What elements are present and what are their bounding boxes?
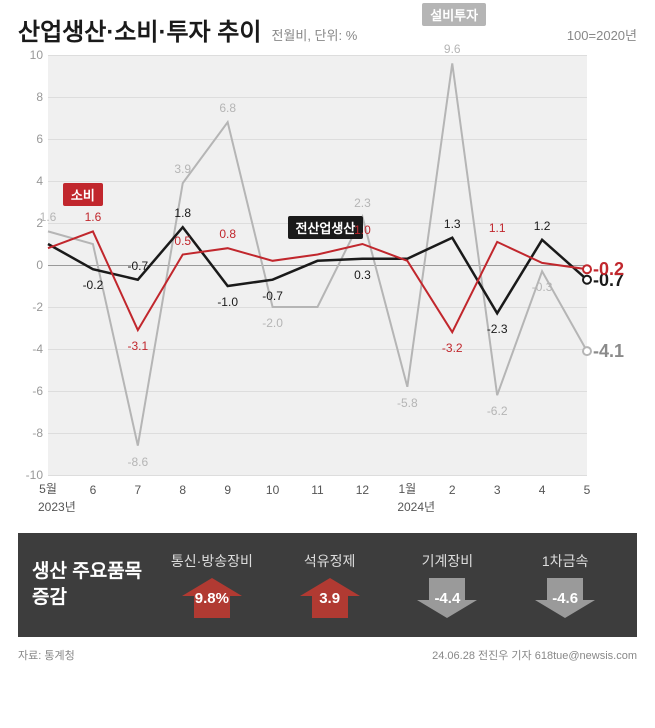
y-tick: 4 xyxy=(18,174,43,188)
y-tick: 6 xyxy=(18,132,43,146)
arrow-down-icon: -4.4 xyxy=(390,577,506,619)
series-end-marker xyxy=(583,265,591,273)
page-title: 산업생산·소비·투자 추이 xyxy=(18,12,261,47)
bottom-item-value: 9.8% xyxy=(195,590,229,607)
series-end-marker xyxy=(583,347,591,355)
value-label: -8.6 xyxy=(127,455,148,469)
value-label: -1.0 xyxy=(217,295,238,309)
x-tick: 5 xyxy=(584,483,591,497)
value-label: 1.6 xyxy=(40,210,57,224)
series-end-label: -0.2 xyxy=(593,259,624,280)
arrow-up-icon: 9.8% xyxy=(154,577,270,619)
value-label: 1.2 xyxy=(534,219,551,233)
x-tick: 8 xyxy=(179,483,186,497)
bottom-item-label: 1차금속 xyxy=(507,551,623,571)
value-label: 0.3 xyxy=(354,268,371,282)
x-tick: 2 xyxy=(449,483,456,497)
series-tag: 소비 xyxy=(63,183,103,206)
title-group: 산업생산·소비·투자 추이 전월비, 단위: % xyxy=(18,12,357,47)
value-label: -6.2 xyxy=(487,404,508,418)
x-tick: 7 xyxy=(134,483,141,497)
y-tick: 0 xyxy=(18,258,43,272)
value-label: 1.1 xyxy=(489,221,506,235)
page-subtitle: 전월비, 단위: % xyxy=(271,25,357,44)
value-label: 1.0 xyxy=(354,223,371,237)
x-tick: 5월 xyxy=(39,480,57,497)
series-end-label: -4.1 xyxy=(593,341,624,362)
arrow-up-icon: 3.9 xyxy=(272,577,388,619)
y-tick: -8 xyxy=(18,426,43,440)
credit: 24.06.28 전진우 기자 618tue@newsis.com xyxy=(432,647,637,663)
value-label: 6.8 xyxy=(219,101,236,115)
source: 자료: 통계청 xyxy=(18,647,75,663)
value-label: 0.8 xyxy=(219,227,236,241)
header: 산업생산·소비·투자 추이 전월비, 단위: % 100=2020년 xyxy=(0,0,655,55)
baseline-note: 100=2020년 xyxy=(567,25,637,44)
value-label: -0.3 xyxy=(532,280,553,294)
arrow-down-icon: -4.6 xyxy=(507,577,623,619)
value-label: -5.8 xyxy=(397,396,418,410)
y-tick: 10 xyxy=(18,48,43,62)
value-label: 9.6 xyxy=(444,42,461,56)
bottom-title-line2: 증감 xyxy=(32,587,67,608)
bottom-item: 1차금속 -4.6 xyxy=(507,551,623,619)
value-label: -0.7 xyxy=(127,259,148,273)
x-tick: 12 xyxy=(356,483,369,497)
x-tick: 1월 xyxy=(398,480,416,497)
bottom-item-value: -4.6 xyxy=(552,590,578,607)
bottom-item-value: -4.4 xyxy=(434,590,460,607)
series-line-소비 xyxy=(48,231,587,332)
x-tick: 9 xyxy=(224,483,231,497)
x-tick: 3 xyxy=(494,483,501,497)
value-label: 1.8 xyxy=(174,206,191,220)
bottom-title-line1: 생산 주요품목 xyxy=(32,561,142,582)
y-tick: 8 xyxy=(18,90,43,104)
bottom-title: 생산 주요품목 증감 xyxy=(32,559,152,610)
bottom-item-label: 기계장비 xyxy=(390,551,506,571)
y-tick: -4 xyxy=(18,342,43,356)
bottom-item: 석유정제 3.9 xyxy=(272,551,388,619)
value-label: -0.2 xyxy=(83,278,104,292)
value-label: 3.9 xyxy=(174,162,191,176)
value-label: -3.1 xyxy=(127,339,148,353)
series-tag: 전산업생산 xyxy=(288,216,364,239)
value-label: -3.2 xyxy=(442,341,463,355)
source-value: 통계청 xyxy=(44,650,74,662)
bottom-item-label: 통신·방송장비 xyxy=(154,551,270,571)
source-label: 자료: xyxy=(18,650,41,662)
series-tag: 설비투자 xyxy=(422,3,486,26)
x-year: 2024년 xyxy=(397,498,435,515)
x-tick: 4 xyxy=(539,483,546,497)
bottom-panel: 생산 주요품목 증감 통신·방송장비 9.8% 석유정제 3.9 기계장비 -4.4 1차금… xyxy=(18,533,637,637)
value-label: -2.3 xyxy=(487,322,508,336)
value-label: 1.3 xyxy=(444,217,461,231)
bottom-item-value: 3.9 xyxy=(319,590,340,607)
bottom-item: 기계장비 -4.4 xyxy=(390,551,506,619)
value-label: 0.5 xyxy=(174,234,191,248)
value-label: -0.7 xyxy=(262,289,283,303)
line-chart: -10-8-6-4-202468105월67891011121월23452023… xyxy=(18,55,637,525)
value-label: 1.6 xyxy=(85,210,102,224)
bottom-item-label: 석유정제 xyxy=(272,551,388,571)
value-label: -2.0 xyxy=(262,316,283,330)
grid-line xyxy=(48,475,587,476)
y-tick: -2 xyxy=(18,300,43,314)
footer: 자료: 통계청 24.06.28 전진우 기자 618tue@newsis.co… xyxy=(0,637,655,663)
value-label: 2.3 xyxy=(354,196,371,210)
y-tick: -6 xyxy=(18,384,43,398)
series-end-marker xyxy=(583,276,591,284)
x-tick: 10 xyxy=(266,483,279,497)
x-tick: 11 xyxy=(311,483,323,497)
bottom-item: 통신·방송장비 9.8% xyxy=(154,551,270,619)
x-tick: 6 xyxy=(90,483,97,497)
x-year: 2023년 xyxy=(38,498,76,515)
